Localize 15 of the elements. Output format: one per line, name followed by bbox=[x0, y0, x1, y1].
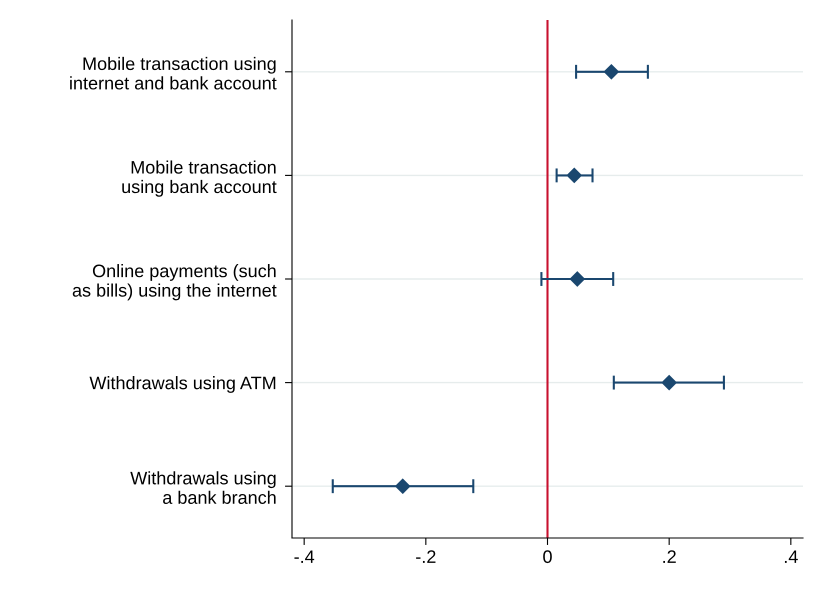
point bbox=[566, 168, 582, 183]
y-tick-label: Withdrawals using a bank branch bbox=[130, 471, 276, 504]
x-tick-label: 0 bbox=[543, 550, 552, 564]
point bbox=[662, 375, 677, 390]
y-tick-label: Mobile transaction using internet and bank account bbox=[70, 56, 277, 90]
x-tick-label: .2 bbox=[663, 550, 676, 563]
point bbox=[604, 64, 619, 80]
y-tick-label: Withdrawals using ATM bbox=[89, 376, 276, 393]
x-tick-label: -.4 bbox=[294, 550, 314, 563]
point bbox=[395, 478, 410, 494]
x-tick-label: .4 bbox=[784, 550, 798, 563]
x-tick-label: -.2 bbox=[416, 550, 436, 563]
y-tick-label: Mobile transaction using bank account bbox=[122, 160, 277, 197]
point bbox=[570, 271, 585, 287]
y-tick-label: Online payments (such as bills) using the internet bbox=[72, 264, 277, 300]
